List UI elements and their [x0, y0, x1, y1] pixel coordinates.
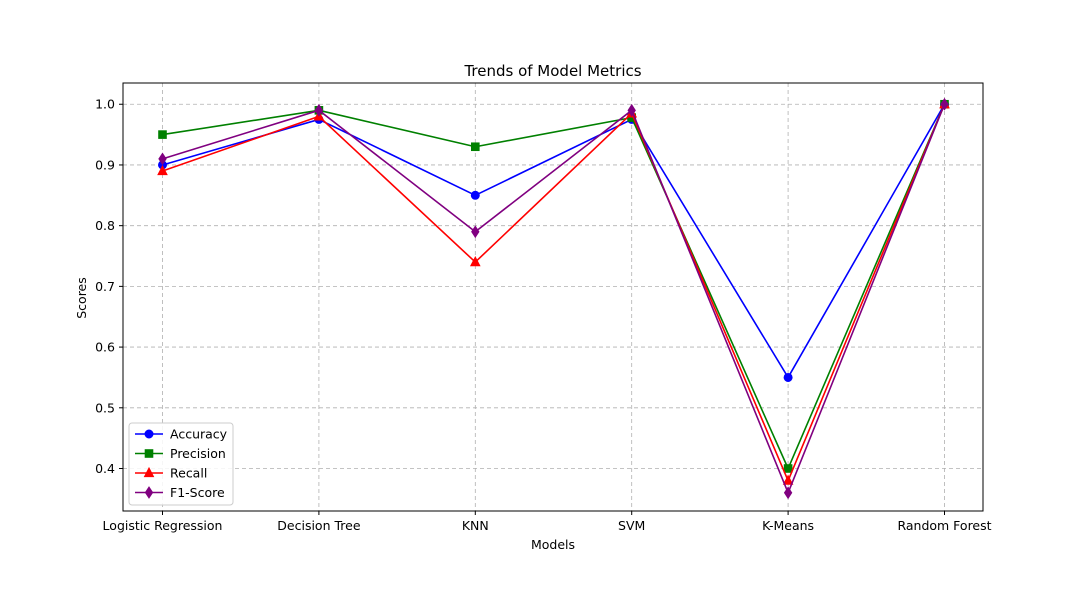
- legend-label: F1-Score: [170, 485, 225, 500]
- legend: Accuracy Precision Recall F1-Score: [128, 422, 234, 506]
- legend-label: Precision: [170, 446, 226, 461]
- data-point-accuracy: [470, 190, 480, 200]
- data-point-f1-score: [940, 97, 949, 111]
- legend-box: [128, 422, 234, 506]
- data-point-recall: [157, 164, 168, 176]
- data-point-recall: [469, 256, 481, 267]
- series-layer: [157, 97, 950, 500]
- data-point-f1-score: [627, 103, 636, 117]
- data-point-f1-score: [314, 103, 324, 117]
- x-tick-label: SVM: [618, 518, 645, 533]
- data-point-f1-score: [783, 486, 793, 500]
- plot-area-frame: [122, 82, 984, 512]
- y-axis: 0.4 0.5 0.6 0.7 0.8 0.9 1.0: [95, 97, 123, 476]
- legend-item-recall: Recall: [135, 466, 207, 481]
- data-point-precision: [158, 130, 167, 139]
- series-line-accuracy: [162, 103, 946, 379]
- x-tick-label: KNN: [462, 518, 489, 533]
- y-tick-label: 1.0: [95, 97, 115, 112]
- data-point-f1-score: [158, 152, 167, 166]
- series-line-recall: [162, 103, 946, 482]
- x-tick-label: Random Forest: [897, 518, 991, 533]
- legend-label: Recall: [170, 466, 207, 481]
- legend-marker: [144, 486, 154, 499]
- y-tick-label: 0.5: [95, 400, 115, 415]
- data-point-accuracy: [783, 372, 793, 382]
- legend-item-accuracy: Accuracy: [135, 427, 228, 442]
- series-accuracy: [158, 99, 949, 382]
- x-axis-label: Models: [531, 537, 575, 552]
- legend-marker: [143, 466, 155, 478]
- data-point-precision: [471, 142, 480, 152]
- y-axis-label: Scores: [74, 277, 89, 319]
- legend-item-precision: Precision: [135, 446, 226, 461]
- x-tick-label: Logistic Regression: [103, 518, 223, 533]
- legend-item-f1-score: F1-Score: [135, 485, 225, 500]
- x-tick-label: Decision Tree: [277, 518, 361, 533]
- x-axis: Logistic Regression Decision Tree KNN SVM K-…: [103, 511, 992, 533]
- data-point-f1-score: [471, 225, 480, 239]
- series-f1-score: [158, 97, 949, 500]
- series-line-precision: [162, 103, 946, 470]
- legend-marker: [144, 449, 154, 458]
- y-tick-label: 0.9: [95, 157, 115, 172]
- series-line-f1-score: [162, 103, 946, 494]
- y-tick-label: 0.4: [95, 461, 115, 476]
- data-point-precision: [783, 464, 793, 473]
- legend-label: Accuracy: [170, 427, 228, 442]
- x-tick-label: K-Means: [762, 518, 814, 533]
- grid-lines: [123, 83, 983, 511]
- y-tick-label: 0.7: [95, 279, 115, 294]
- legend-marker: [144, 429, 154, 439]
- y-tick-label: 0.6: [95, 340, 115, 355]
- data-point-recall: [782, 474, 794, 485]
- y-tick-label: 0.8: [95, 218, 115, 233]
- chart-title: Trends of Model Metrics: [463, 62, 641, 80]
